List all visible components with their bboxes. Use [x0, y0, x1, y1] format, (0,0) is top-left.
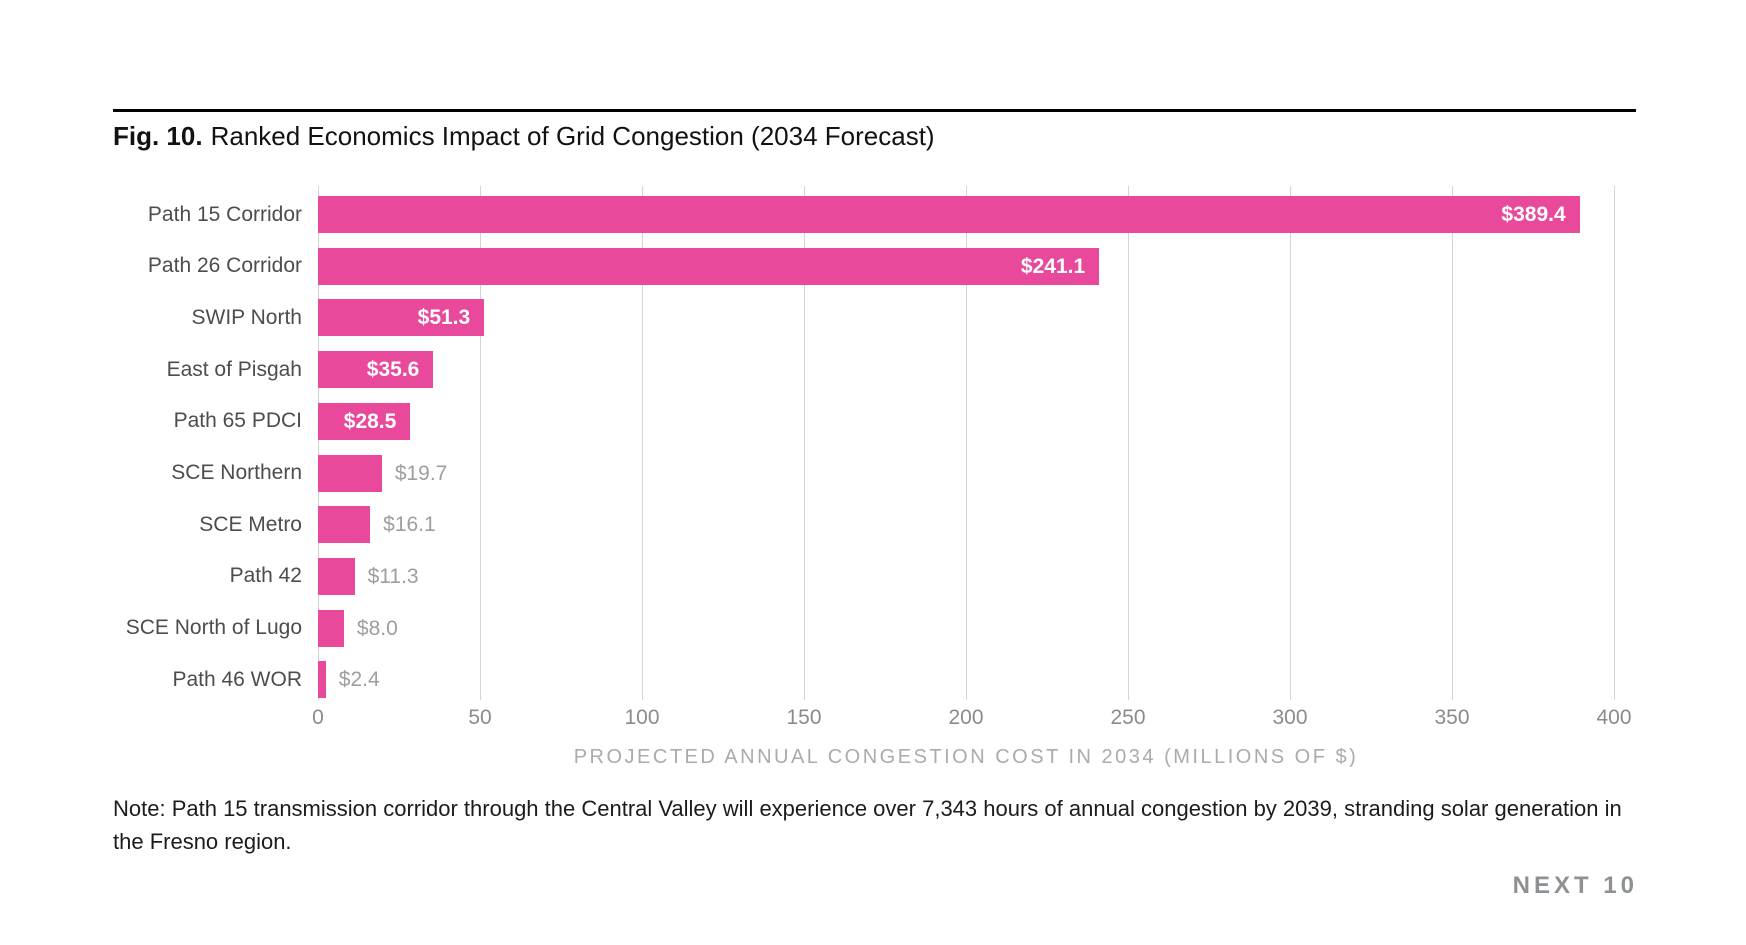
bar-sce-northern — [318, 454, 382, 492]
x-axis-title: PROJECTED ANNUAL CONGESTION COST IN 2034… — [573, 746, 1359, 768]
category-label: SCE North of Lugo — [125, 616, 302, 640]
bar-value-label: $51.3 — [417, 306, 471, 330]
category-label: SCE Metro — [199, 512, 302, 536]
category-label: Path 65 PDCI — [173, 409, 302, 433]
gridline-x-50 — [480, 186, 481, 700]
bar-path-26-corridor — [318, 247, 1100, 285]
gridline-x-300 — [1290, 186, 1291, 700]
top-rule — [113, 109, 1636, 112]
bar-path-65-pdci — [318, 402, 411, 440]
category-label: East of Pisgah — [166, 357, 302, 381]
bar-sce-north-of-lugo — [318, 609, 344, 647]
gridline-x-100 — [642, 186, 643, 700]
figure-title-text: Ranked Economics Impact of Grid Congesti… — [210, 121, 935, 151]
x-tick-label-200: 200 — [948, 706, 984, 729]
gridline-x-350 — [1452, 186, 1453, 700]
category-label: SWIP North — [191, 305, 302, 329]
x-tick-label-300: 300 — [1272, 706, 1308, 729]
x-tick-label-0: 0 — [312, 706, 324, 729]
gridline-x-150 — [804, 186, 805, 700]
gridline-x-250 — [1128, 186, 1129, 700]
x-tick-label-50: 50 — [468, 706, 492, 729]
bar-chart-plot-area: $389.4 $241.1 $51.3 $35.6 $28.5 $19.7 $16.1 $11… — [318, 186, 1615, 700]
next10-logo: NEXT 10 — [1512, 872, 1638, 899]
category-label: Path 26 Corridor — [147, 254, 302, 278]
x-tick-label-100: 100 — [624, 706, 660, 729]
bar-value-label: $389.4 — [1501, 203, 1566, 226]
bar-value-label: $16.1 — [383, 513, 436, 537]
x-tick-label-400: 400 — [1596, 706, 1632, 729]
bar-value-label: $8.0 — [356, 616, 398, 640]
x-tick-label-150: 150 — [786, 706, 822, 729]
bar-value-label: $19.7 — [394, 461, 448, 485]
x-tick-label-350: 350 — [1434, 706, 1470, 729]
bar-value-label: $241.1 — [1020, 254, 1086, 278]
gridline-x-400 — [1614, 186, 1615, 700]
category-label: SCE Northern — [171, 461, 302, 484]
bar-path-15-corridor — [318, 196, 1580, 233]
figure-title: Fig. 10. Ranked Economics Impact of Grid … — [113, 121, 935, 152]
bar-value-label: $11.3 — [367, 564, 419, 588]
bar-east-of-pisgah — [318, 351, 434, 389]
figure-number: Fig. 10. — [113, 121, 203, 151]
figure-note: Note: Path 15 transmission corridor thro… — [113, 796, 1622, 854]
category-label: Path 42 — [229, 564, 302, 588]
bar-swip-north — [318, 299, 485, 337]
bar-sce-metro — [318, 506, 371, 544]
bar-value-label: $2.4 — [338, 668, 380, 692]
gridline-x-200 — [966, 186, 967, 700]
bar-value-label: $35.6 — [366, 358, 420, 382]
bar-path-42 — [318, 557, 355, 595]
bar-path-46-wor — [318, 661, 326, 699]
category-label: Path 15 Corridor — [147, 202, 302, 226]
gridline-x-0 — [318, 186, 319, 700]
x-tick-label-250: 250 — [1110, 706, 1146, 729]
category-label: Path 46 WOR — [172, 667, 302, 691]
bar-value-label: $28.5 — [343, 409, 397, 433]
